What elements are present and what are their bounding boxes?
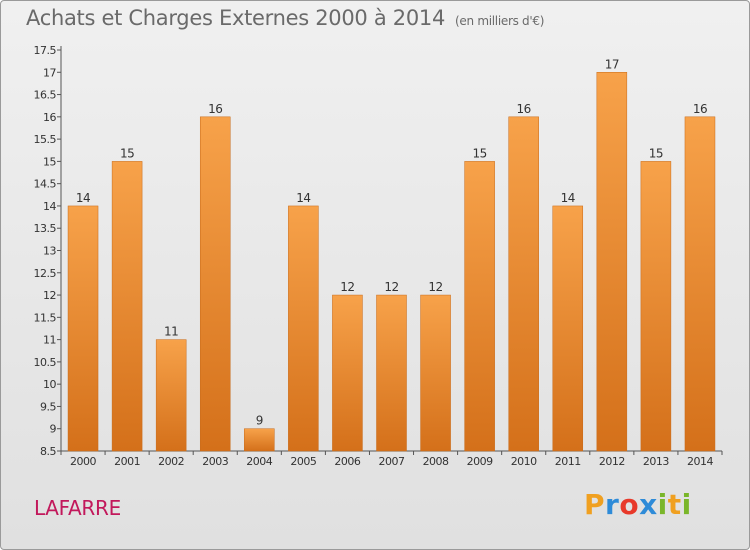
proxiti-logo: Proxiti [584, 488, 692, 521]
y-tick-label: 15 [43, 155, 56, 168]
x-tick-label: 2013 [643, 455, 669, 468]
x-tick-label: 2006 [334, 455, 360, 468]
chart-title: Achats et Charges Externes 2000 à 2014 (e… [26, 6, 544, 30]
x-tick-label: 2011 [555, 455, 581, 468]
x-tick-label: 2010 [511, 455, 537, 468]
x-tick-label: 2004 [246, 455, 272, 468]
bar-2011 [552, 205, 584, 452]
bar-2012 [596, 72, 628, 452]
bar-2008 [420, 294, 451, 452]
bar-2000 [67, 205, 99, 452]
y-tick-label: 16.5 [34, 89, 57, 102]
bar-2014 [684, 116, 716, 452]
data-label-2000: 14 [76, 191, 90, 205]
x-tick-label: 2005 [290, 455, 316, 468]
x-tick-label: 2009 [467, 455, 493, 468]
data-label-2008: 12 [428, 280, 442, 294]
y-tick-label: 12.5 [34, 267, 57, 280]
bar-2009 [464, 161, 495, 452]
data-label-2006: 12 [340, 280, 354, 294]
chart-bars [67, 72, 716, 452]
y-tick-label: 10.5 [34, 356, 57, 369]
x-tick-label: 2007 [379, 455, 405, 468]
data-label-2005: 14 [296, 191, 310, 205]
y-tick-label: 15.5 [34, 133, 57, 146]
y-tick-label: 13.5 [34, 222, 57, 235]
chart-subtitle: (en milliers d'€) [455, 14, 545, 28]
y-tick-label: 12 [43, 289, 56, 302]
chart-data-labels: 14 15 11 16 9 14 12 12 12 15 16 14 17 15 16 [76, 57, 708, 428]
commune-name: LAFARRE [34, 496, 121, 520]
chart-title-text: Achats et Charges Externes 2000 à 2014 [26, 6, 446, 30]
logo-letter: x [639, 488, 658, 521]
bar-2010 [508, 116, 539, 452]
x-tick-label: 2003 [202, 455, 228, 468]
y-tick-label: 14 [43, 200, 56, 213]
y-tick-label: 11.5 [34, 311, 57, 324]
bar-2013 [640, 161, 672, 452]
data-label-2001: 15 [120, 146, 134, 160]
data-label-2004: 9 [256, 414, 263, 428]
data-label-2013: 15 [649, 146, 663, 160]
data-label-2011: 14 [561, 191, 575, 205]
data-label-2009: 15 [472, 146, 486, 160]
logo-letter: P [584, 488, 606, 521]
logo-letter: o [619, 488, 640, 521]
y-tick-label: 16 [43, 111, 56, 124]
data-label-2007: 12 [384, 280, 398, 294]
y-tick-label: 11 [43, 334, 56, 347]
bar-2005 [288, 205, 319, 452]
y-tick-label: 8.5 [40, 445, 56, 458]
data-label-2002: 11 [164, 325, 178, 339]
y-tick-label: 14.5 [34, 178, 57, 191]
y-tick-label: 9 [50, 423, 57, 436]
y-tick-label: 10 [43, 378, 56, 391]
y-tick-label: 17.5 [34, 44, 57, 57]
y-tick-label: 17 [43, 66, 56, 79]
x-tick-label: 2002 [158, 455, 184, 468]
data-label-2003: 16 [208, 102, 222, 116]
x-tick-label: 2001 [114, 455, 140, 468]
data-label-2014: 16 [693, 102, 707, 116]
x-tick-label: 2014 [687, 455, 713, 468]
y-tick-label: 13 [43, 245, 56, 258]
x-tick-label: 2008 [423, 455, 449, 468]
logo-letter: i [681, 488, 692, 521]
y-tick-label: 9.5 [40, 400, 56, 413]
bar-2003 [199, 116, 231, 452]
logo-letter: i [657, 488, 668, 521]
bar-2002 [155, 339, 187, 452]
logo-letter: r [605, 488, 620, 521]
data-label-2010: 16 [517, 102, 531, 116]
bar-2004 [244, 428, 275, 452]
bar-2006 [332, 294, 363, 452]
bar-2007 [376, 294, 407, 452]
x-tick-label: 2012 [599, 455, 625, 468]
logo-letter: t [667, 488, 682, 521]
x-tick-label: 2000 [70, 455, 96, 468]
data-label-2012: 17 [605, 57, 619, 71]
bar-2001 [111, 161, 143, 452]
